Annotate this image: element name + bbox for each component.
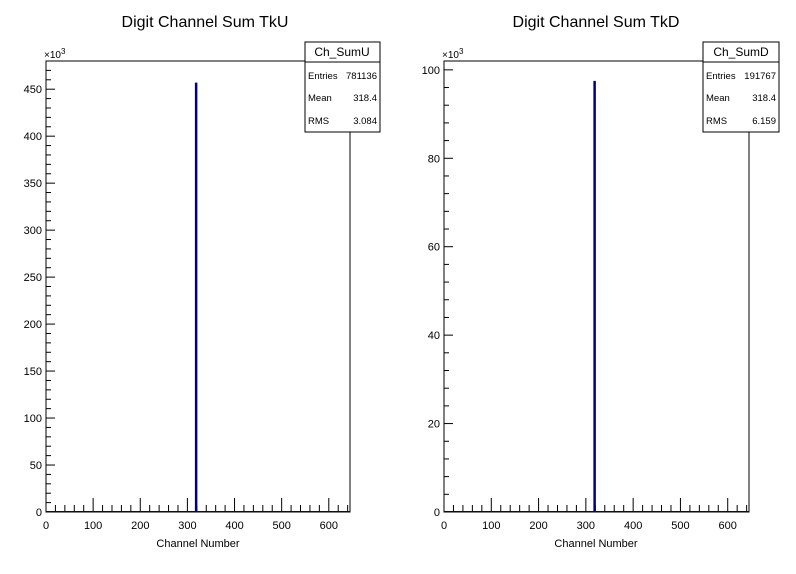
x-axis-label: Channel Number [554,538,637,550]
stats-name: Ch_SumD [713,45,769,59]
y-tick-label: 80 [428,153,440,165]
y-tick-label: 400 [24,131,42,143]
y-axis: 0 50 100 150 200 250 300 350 400 450 [24,60,55,519]
y-tick-label: 250 [24,272,42,284]
y-tick-label: 60 [428,242,440,254]
y-tick-label: 200 [24,319,42,331]
stats-box: Ch_SumU Entries 781136 Mean 318.4 RMS 3.… [304,41,381,133]
y-multiplier: ×103 [44,47,66,61]
stats-entries-value: 781136 [346,71,377,82]
stats-rms-label: RMS [308,116,329,127]
x-axis: 0 100 200 300 400 500 600 [43,498,349,532]
stats-rms-value: 6.159 [752,116,776,127]
y-tick-label: 350 [24,178,42,190]
y-multiplier: ×103 [442,47,464,61]
bar-series [46,82,350,513]
y-tick-label: 450 [24,84,42,96]
stats-rms-value: 3.084 [353,116,377,127]
x-tick-label: 300 [178,520,196,532]
stats-entries-label: Entries [308,71,338,82]
stats-frame [702,41,780,133]
x-tick-label: 0 [43,520,49,532]
stats-entries-label: Entries [706,71,736,82]
y-tick-label: 100 [24,413,42,425]
x-axis: 0 100 200 300 400 500 600 [441,498,748,532]
x-tick-label: 0 [441,520,447,532]
stats-mean-label: Mean [308,93,332,104]
stats-rms-label: RMS [706,116,727,127]
y-axis: 0 20 40 60 80 100 [422,65,453,519]
x-tick-label: 100 [84,520,102,532]
histogram-panel-tku: Digit Channel Sum TkU 0 50 100 150 200 250 300… [24,14,381,550]
y-tick-label: 300 [24,225,42,237]
stats-mean-value: 318.4 [752,93,776,104]
x-tick-label: 600 [320,520,338,532]
bar-series [444,80,749,512]
x-axis-label: Channel Number [156,538,239,550]
x-tick-label: 100 [482,520,500,532]
histogram-panel-tkd: Digit Channel Sum TkD 0 20 40 60 80 100 0 100 2… [422,14,780,550]
stats-box: Ch_SumD Entries 191767 Mean 318.4 RMS 6.… [702,41,780,133]
chart-title: Digit Channel Sum TkD [513,14,680,31]
histogram-bar [194,82,198,513]
y-tick-label: 0 [434,507,440,519]
y-tick-label: 100 [422,65,440,77]
x-tick-label: 500 [671,520,689,532]
x-tick-label: 500 [272,520,290,532]
chart-title: Digit Channel Sum TkU [122,14,289,31]
y-tick-label: 40 [428,330,440,342]
x-tick-label: 400 [225,520,243,532]
y-tick-label: 20 [428,419,440,431]
histogram-bar [593,80,596,512]
stats-name: Ch_SumU [314,45,369,59]
y-tick-label: 0 [36,507,42,519]
y-tick-label: 50 [30,460,42,472]
x-tick-label: 200 [131,520,149,532]
stats-mean-value: 318.4 [353,93,377,104]
plot-frame [45,60,351,513]
x-tick-label: 200 [529,520,547,532]
x-tick-label: 400 [624,520,642,532]
x-tick-label: 300 [577,520,595,532]
x-tick-label: 600 [719,520,737,532]
y-tick-label: 150 [24,366,42,378]
stats-entries-value: 191767 [744,71,776,82]
stats-mean-label: Mean [706,93,730,104]
stats-frame [304,41,381,133]
